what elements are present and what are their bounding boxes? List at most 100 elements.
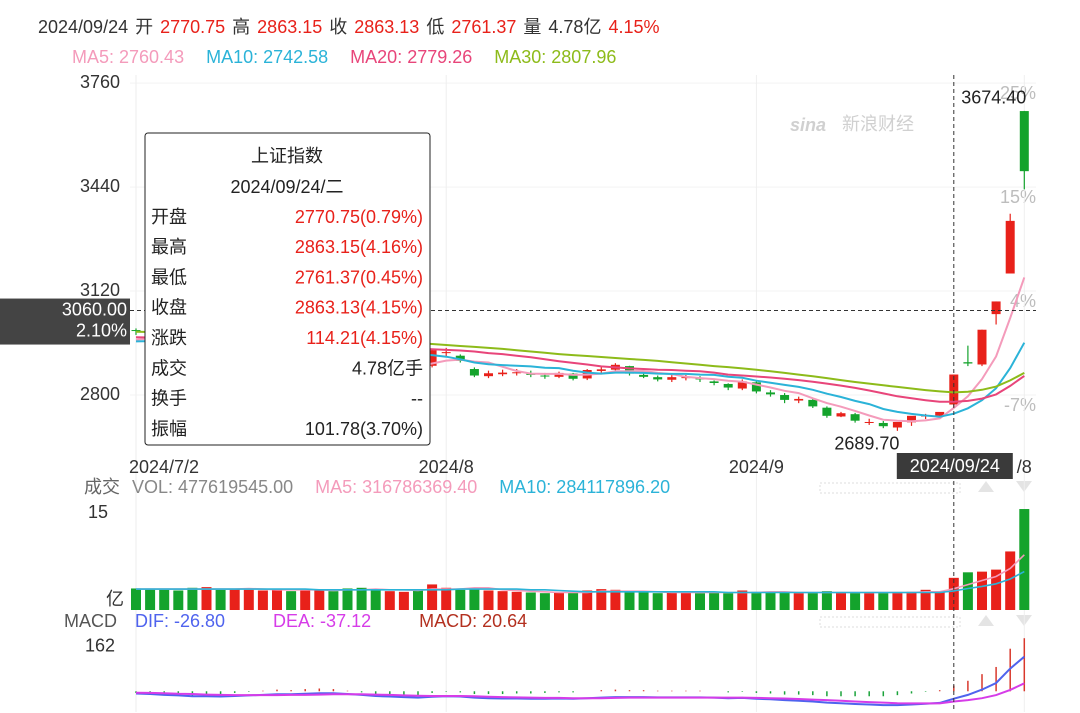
volume-bar [272, 589, 282, 610]
tooltip-value: 101.78(3.70%) [305, 419, 423, 439]
tooltip-value: 2863.15(4.16%) [295, 237, 423, 257]
candle-body [850, 414, 860, 421]
tooltip-value: 114.21(4.15%) [306, 328, 423, 348]
legend-entry: MA5: 316786369.40 [315, 477, 477, 497]
volume-bar [666, 592, 677, 610]
volume-bar [539, 593, 550, 610]
percent-label: -7% [1004, 395, 1036, 415]
x-tick-label: /8 [1017, 457, 1032, 477]
volume-bar [187, 587, 198, 610]
volume-bar [384, 591, 395, 610]
candle-body [822, 407, 832, 416]
volume-bar [568, 592, 579, 610]
y-tick-label: 2800 [80, 384, 120, 404]
volume-bar [427, 584, 438, 610]
candle-body [991, 301, 1001, 315]
watermark-logo: sina [790, 115, 826, 135]
y-tick-label: 3440 [80, 176, 120, 196]
candle-body [780, 395, 790, 400]
volume-bar [314, 589, 325, 610]
legend-entry: MA10: 2742.58 [206, 47, 328, 67]
volume-bar [441, 587, 452, 610]
tooltip-date: 2024/09/24/二 [230, 177, 343, 197]
volume-bar [469, 587, 480, 610]
candle-body [751, 382, 761, 392]
legend-entry: MA30: 2807.96 [494, 47, 616, 67]
candle-body [737, 381, 747, 389]
volume-bar [201, 587, 212, 610]
up-arrow[interactable] [978, 615, 994, 626]
volume-bar [934, 591, 945, 610]
header-item: 4.15% [608, 17, 659, 37]
volume-ma-line [136, 570, 1025, 594]
x-tick-label: 2024/9 [729, 457, 784, 477]
header-item: 收 [329, 17, 347, 37]
volume-bar [991, 569, 1002, 610]
volume-bar [850, 592, 861, 610]
tooltip-value: 4.78亿手 [352, 358, 423, 378]
panel-title: MACD [64, 611, 117, 631]
candle-body [512, 372, 522, 374]
volume-bar [131, 588, 141, 610]
candle-body [864, 421, 874, 423]
header-item: 2863.13 [354, 17, 419, 37]
x-tick-label: 2024/8 [419, 457, 474, 477]
candle-body [1019, 111, 1029, 172]
tooltip-label: 收盘 [151, 298, 187, 318]
volume-bar [328, 591, 339, 610]
up-arrow[interactable] [978, 481, 994, 492]
min-label: 2689.70 [834, 434, 899, 454]
candle-body [766, 392, 775, 395]
header-item: 高 [232, 17, 250, 37]
volume-bar [159, 589, 170, 610]
volume-bar [723, 593, 734, 610]
volume-bar [257, 590, 268, 610]
panel-title: 成交 [84, 477, 120, 497]
legend-entry: MA5: 2760.43 [72, 47, 184, 67]
volume-bar [243, 589, 254, 610]
volume-bar [793, 593, 804, 610]
volume-bar [920, 589, 931, 610]
tooltip-title: 上证指数 [251, 146, 323, 166]
percent-label: 15% [1000, 187, 1036, 207]
candle-body [949, 374, 959, 405]
crosshair-date-box [896, 453, 1013, 479]
candle-body [469, 369, 479, 376]
y-tick-label: 162 [85, 635, 115, 655]
volume-bar [737, 590, 748, 610]
tooltip-label: 最高 [151, 237, 187, 257]
candle-body [1005, 220, 1015, 274]
volume-bar [455, 589, 466, 610]
percent-label: 4% [1010, 291, 1036, 311]
volume-bar [483, 590, 494, 610]
candle-body [709, 381, 719, 383]
volume-bar [962, 572, 973, 610]
watermark-text: 新浪财经 [842, 114, 914, 134]
candle-body [836, 413, 846, 417]
volume-bar [1005, 551, 1016, 610]
candle-body [935, 411, 945, 416]
volume-bar [356, 587, 367, 610]
header-item: 量 [523, 17, 541, 37]
header-item: 2770.75 [160, 17, 225, 37]
candle-body [723, 383, 733, 388]
volume-bar [652, 593, 663, 610]
volume-bar [821, 591, 832, 610]
volume-bar [751, 591, 762, 610]
header-item: 低 [426, 17, 444, 37]
header-item: 开 [135, 17, 153, 37]
candle-body [625, 366, 634, 374]
unit-label: 亿 [106, 589, 124, 609]
candle-body [667, 377, 677, 380]
legend-entry: MA20: 2779.26 [350, 47, 472, 67]
tooltip-label: 成交 [151, 358, 187, 378]
candle-body [639, 374, 649, 377]
candle-body [963, 362, 973, 364]
legend-entry: DEA: -37.12 [273, 611, 371, 631]
header-item: 4.78亿 [548, 17, 601, 37]
volume-bar [624, 591, 635, 610]
y-tick-label: 3120 [80, 280, 120, 300]
volume-bar [680, 592, 691, 610]
candle-body [131, 330, 141, 332]
